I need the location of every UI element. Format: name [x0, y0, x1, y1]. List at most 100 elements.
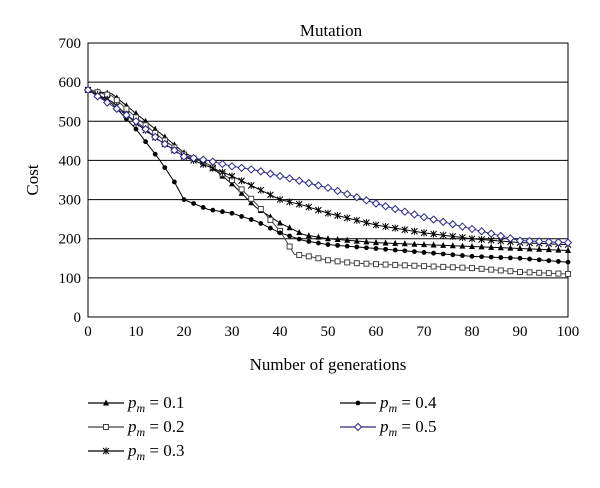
data-point [325, 235, 331, 242]
data-point [179, 152, 189, 161]
data-point [229, 180, 235, 187]
data-point [421, 241, 427, 248]
data-point [172, 179, 177, 185]
data-point [448, 220, 458, 229]
legend-label: pm = 0.1 [127, 393, 185, 415]
data-point [304, 178, 314, 188]
data-point [508, 255, 513, 261]
data-point [440, 241, 447, 248]
legend-label: pm = 0.2 [127, 417, 185, 439]
y-tick-label: 0 [74, 310, 82, 326]
data-point [517, 245, 523, 251]
data-point [229, 210, 235, 216]
data-point [506, 234, 515, 243]
data-point [497, 267, 504, 274]
data-point [554, 238, 563, 247]
data-point [189, 153, 198, 163]
data-point [315, 233, 322, 240]
data-point [333, 186, 342, 196]
data-point [412, 249, 417, 255]
legend-label: pm = 0.5 [379, 417, 437, 439]
data-point [411, 240, 418, 247]
data-point [401, 226, 409, 234]
data-point [257, 205, 264, 212]
data-point [363, 260, 370, 267]
data-point [390, 204, 400, 214]
data-point [266, 169, 275, 178]
data-point [238, 189, 245, 196]
data-point [191, 201, 197, 206]
x-tick-label: 70 [417, 324, 432, 340]
data-point [218, 159, 227, 169]
data-point [295, 200, 303, 208]
x-tick-label: 50 [321, 324, 336, 340]
data-point [459, 264, 466, 271]
data-point [248, 195, 255, 202]
data-point [344, 236, 351, 243]
data-point [419, 212, 429, 222]
data-point [401, 240, 408, 247]
x-tick-label: 40 [273, 324, 288, 340]
data-point [363, 219, 370, 227]
legend-marker [102, 447, 110, 455]
data-point [440, 263, 447, 270]
data-point [563, 238, 573, 247]
legend-label: pm = 0.4 [379, 393, 437, 415]
data-point [247, 181, 255, 189]
data-point [460, 253, 465, 258]
data-point [373, 239, 379, 246]
data-point [478, 235, 485, 243]
data-point [143, 139, 149, 145]
grid-lines [88, 81, 568, 279]
data-point [450, 252, 456, 258]
data-point [238, 177, 245, 185]
data-point [228, 172, 236, 180]
data-point [439, 231, 447, 239]
data-point [371, 199, 381, 208]
legend-item: pm = 0.4 [340, 393, 437, 415]
data-point [248, 199, 255, 206]
data-point [459, 242, 466, 249]
x-tick-label: 30 [225, 324, 240, 340]
data-point [276, 196, 284, 204]
data-point [536, 257, 542, 263]
legend-item: pm = 0.5 [340, 417, 437, 439]
data-point [354, 244, 360, 250]
data-point [527, 256, 532, 262]
data-point [344, 259, 351, 266]
data-point [152, 151, 158, 157]
data-point [316, 240, 321, 246]
data-point [373, 246, 379, 251]
data-point [555, 246, 562, 253]
data-point [210, 207, 216, 213]
data-point [198, 155, 208, 164]
data-point [246, 165, 256, 174]
data-point [507, 244, 514, 251]
data-point [411, 262, 418, 269]
data-point [373, 261, 379, 268]
data-point [545, 246, 552, 253]
data-point [392, 247, 398, 253]
data-point [277, 230, 283, 236]
data-point [430, 230, 437, 238]
data-point [459, 234, 466, 242]
data-point [123, 105, 130, 112]
data-point [208, 157, 218, 166]
data-point [526, 269, 533, 276]
data-point [382, 239, 389, 246]
series-line [87, 89, 569, 246]
data-point [285, 174, 294, 183]
data-point [498, 255, 504, 260]
data-point [525, 236, 534, 246]
legend: pm = 0.1pm = 0.2pm = 0.3 pm = 0.4pm = 0.5 [88, 393, 437, 463]
series-1 [85, 86, 571, 253]
legend-item: pm = 0.3 [88, 441, 185, 463]
data-point [200, 205, 206, 210]
data-point [239, 214, 245, 219]
data-point [381, 202, 390, 211]
data-point [544, 237, 554, 247]
data-point [220, 209, 225, 215]
y-axis-title: Cost [23, 164, 42, 195]
data-point [334, 235, 341, 242]
x-tick-label: 80 [465, 324, 480, 340]
